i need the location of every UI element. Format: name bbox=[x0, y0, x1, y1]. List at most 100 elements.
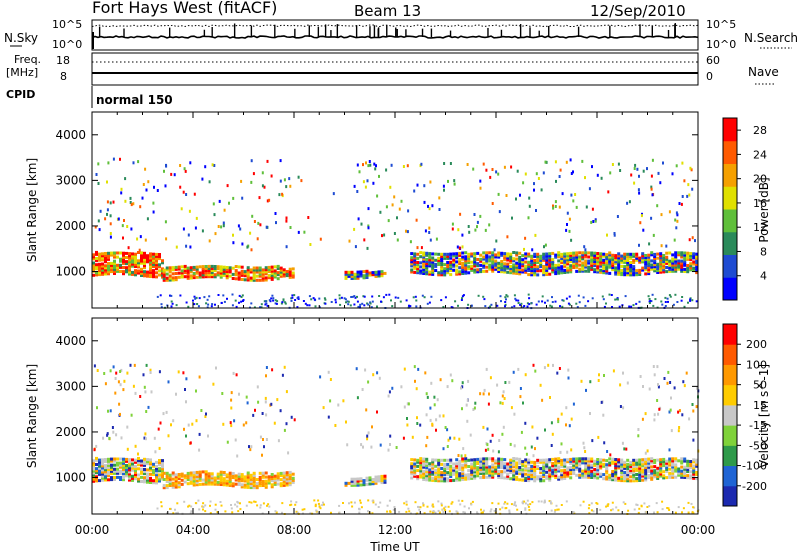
power-echo-cell bbox=[161, 275, 164, 279]
power-near-echo bbox=[371, 295, 374, 298]
power-echo-cell bbox=[101, 270, 104, 274]
power-echo-cell bbox=[155, 271, 158, 275]
power-near-echo bbox=[349, 304, 352, 307]
velocity-near-echo bbox=[323, 503, 325, 506]
power-echo-speck bbox=[497, 192, 500, 196]
power-echo-speck bbox=[650, 216, 653, 220]
velocity-echo-speck bbox=[426, 395, 429, 399]
velocity-echo-cell bbox=[587, 467, 591, 471]
power-echo-cell bbox=[134, 269, 137, 273]
power-near-echo bbox=[578, 301, 581, 304]
power-echo-speck bbox=[268, 198, 271, 202]
power-echo-cell bbox=[497, 268, 501, 271]
velocity-echo-cell bbox=[110, 463, 113, 467]
velocity-echo-cell bbox=[527, 466, 531, 470]
velocity-echo-speck bbox=[603, 441, 606, 445]
power-near-echo bbox=[391, 305, 394, 308]
power-echo-cell bbox=[500, 270, 504, 274]
power-echo-cell bbox=[623, 271, 627, 275]
power-echo-cell bbox=[458, 270, 462, 274]
power-echo-speck bbox=[634, 163, 637, 167]
power-echo-speck bbox=[265, 225, 268, 229]
power-echo-cell bbox=[605, 269, 609, 273]
velocity-echo-cell bbox=[686, 470, 690, 473]
power-echo-speck bbox=[583, 245, 586, 249]
power-echo-cell bbox=[101, 254, 104, 258]
velocity-echo-cell bbox=[569, 462, 573, 465]
power-echo-cell bbox=[530, 273, 534, 277]
velocity-echo-speck bbox=[589, 380, 592, 384]
velocity-echo-cell bbox=[107, 459, 110, 463]
power-echo-cell bbox=[686, 268, 690, 272]
power-echo-speck bbox=[691, 187, 694, 191]
power-echo-cell bbox=[530, 254, 534, 258]
velocity-near-echo bbox=[403, 502, 406, 505]
power-echo-cell bbox=[252, 274, 256, 278]
power-echo-speck bbox=[493, 248, 496, 252]
power-echo-cell bbox=[647, 263, 651, 267]
power-echo-cell bbox=[455, 264, 459, 268]
power-echo-cell bbox=[635, 269, 639, 273]
power-echo-cell bbox=[267, 276, 271, 280]
velocity-echo-cell bbox=[434, 475, 438, 478]
velocity-echo-cell bbox=[506, 476, 510, 480]
velocity-echo-speck bbox=[609, 453, 612, 457]
velocity-echo-cell bbox=[587, 471, 591, 475]
power-near-echo bbox=[517, 302, 520, 304]
velocity-echo-cell bbox=[572, 457, 576, 461]
power-near-echo bbox=[293, 294, 296, 297]
velocity-echo-speck bbox=[487, 447, 490, 451]
power-echo-cell bbox=[551, 260, 555, 264]
power-echo-cell bbox=[107, 268, 110, 272]
power-echo-cell bbox=[494, 267, 498, 271]
power-near-echo bbox=[541, 300, 544, 303]
velocity-echo-cell bbox=[650, 473, 654, 477]
velocity-echo-cell bbox=[98, 458, 101, 462]
velocity-echo-cell bbox=[410, 476, 414, 480]
velocity-echo-cell bbox=[264, 479, 268, 483]
velocity-echo-cell bbox=[662, 476, 666, 480]
velocity-echo-cell bbox=[365, 476, 369, 480]
velocity-echo-cell bbox=[476, 470, 480, 474]
power-echo-speck bbox=[659, 181, 662, 185]
velocity-echo-cell bbox=[542, 460, 546, 464]
power-echo-cell bbox=[566, 270, 570, 274]
velocity-echo-cell bbox=[204, 474, 208, 478]
power-echo-speck bbox=[249, 231, 252, 235]
velocity-echo-cell bbox=[437, 462, 441, 466]
power-echo-cell bbox=[533, 265, 537, 269]
power-echo-speck bbox=[250, 180, 253, 184]
power-echo-cell bbox=[653, 265, 657, 269]
power-echo-cell bbox=[219, 273, 223, 277]
velocity-echo-cell bbox=[98, 466, 101, 470]
power-colorbar-tick-label: 12 bbox=[753, 221, 767, 234]
power-echo-cell bbox=[140, 269, 143, 273]
velocity-echo-cell bbox=[464, 473, 468, 477]
power-echo-cell bbox=[464, 267, 468, 271]
velocity-echo-cell bbox=[554, 467, 558, 471]
power-echo-cell bbox=[644, 258, 648, 262]
velocity-echo-speck bbox=[509, 442, 512, 446]
power-echo-cell bbox=[653, 267, 657, 271]
velocity-near-echo bbox=[457, 499, 460, 502]
velocity-near-echo bbox=[353, 501, 356, 504]
power-echo-speck bbox=[540, 188, 543, 192]
power-echo-speck bbox=[482, 162, 485, 166]
velocity-near-echo bbox=[256, 504, 259, 507]
power-echo-speck bbox=[468, 230, 471, 234]
velocity-echo-cell bbox=[563, 468, 567, 472]
power-echo-cell bbox=[122, 257, 125, 261]
velocity-echo-speck bbox=[473, 406, 476, 410]
power-echo-cell bbox=[683, 255, 687, 259]
power-echo-cell bbox=[464, 257, 468, 261]
power-echo-cell bbox=[470, 266, 474, 270]
power-echo-cell bbox=[620, 273, 624, 277]
velocity-echo-cell bbox=[605, 467, 609, 471]
power-echo-cell bbox=[128, 258, 131, 262]
velocity-echo-speck bbox=[334, 424, 337, 427]
velocity-echo-cell bbox=[569, 470, 573, 474]
power-near-echo bbox=[551, 301, 554, 303]
velocity-near-echo bbox=[442, 511, 445, 513]
velocity-echo-cell bbox=[659, 458, 663, 462]
power-echo-cell bbox=[350, 274, 354, 278]
